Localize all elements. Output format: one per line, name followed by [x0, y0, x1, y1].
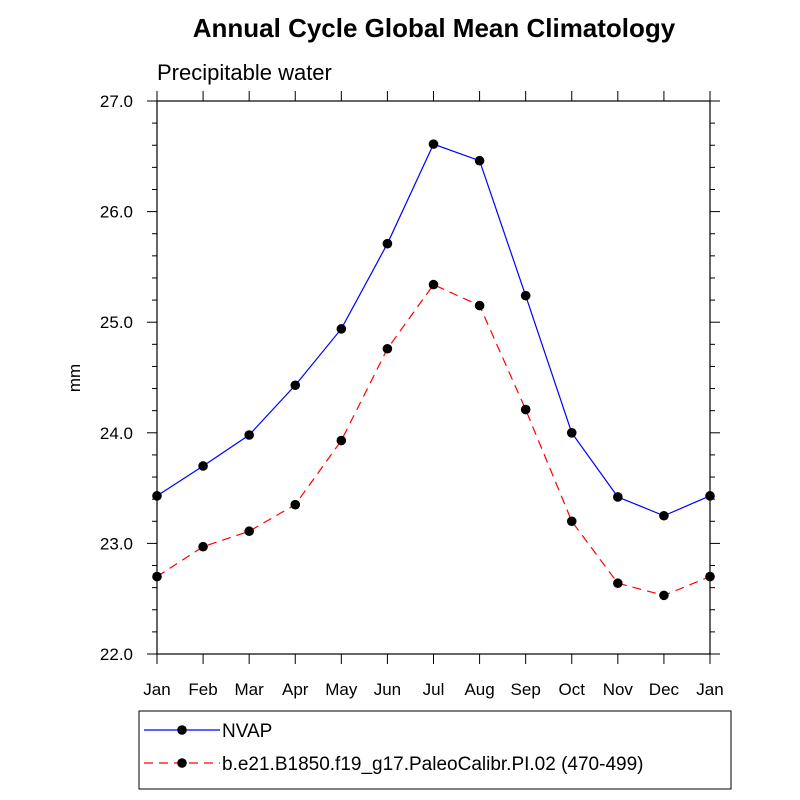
y-tick-label: 26.0 [100, 203, 133, 222]
data-point [290, 380, 301, 391]
chart-subtitle: Precipitable water [157, 60, 332, 85]
x-tick-label: Aug [464, 680, 494, 699]
data-point [198, 541, 208, 552]
data-point [659, 510, 669, 521]
x-tick-label: Jan [143, 680, 170, 699]
data-point [566, 516, 577, 527]
y-tick-label: 27.0 [100, 92, 133, 111]
series-2 [152, 279, 715, 601]
data-point [659, 590, 669, 601]
data-point [198, 461, 208, 471]
data-point [152, 571, 162, 582]
data-point [382, 343, 393, 354]
series-1 [152, 139, 715, 521]
x-tick-label: Dec [649, 680, 680, 699]
data-point [474, 300, 485, 311]
x-tick-label: Sep [511, 680, 541, 699]
x-tick-label: Jun [374, 680, 401, 699]
legend-label: NVAP [222, 721, 272, 742]
data-point [613, 492, 623, 502]
x-tick-label: Jul [423, 680, 445, 699]
series-line [156, 283, 711, 597]
x-tick-label: Feb [188, 680, 217, 699]
x-tick-label: Nov [603, 680, 634, 699]
axis-ticks [147, 91, 720, 664]
data-point [613, 578, 623, 589]
legend-item: NVAP [144, 721, 272, 742]
data-point [705, 491, 715, 501]
y-tick-label: 22.0 [100, 645, 133, 664]
data-point [474, 155, 485, 166]
chart-title: Annual Cycle Global Mean Climatology [193, 13, 676, 43]
tick-labels: Jan Feb Mar Apr May Jun Jul Aug Sep Oct Nov Dec Jan 2… [100, 92, 724, 699]
plot-frame [156, 100, 711, 655]
series-line [156, 143, 711, 517]
legend-marker [177, 725, 187, 735]
data-point [244, 430, 254, 440]
data-point [520, 290, 531, 301]
x-tick-label: Mar [235, 680, 265, 699]
data-point [290, 499, 301, 510]
data-point [336, 435, 347, 446]
data-point [152, 491, 162, 501]
legend-marker [177, 758, 187, 768]
data-point [336, 324, 347, 334]
series-layer [152, 139, 715, 601]
x-tick-label: May [325, 680, 358, 699]
legend-item: b.e21.B1850.f19_g17.PaleoCalibr.PI.02 (4… [144, 754, 643, 775]
data-point [428, 139, 439, 149]
data-point [520, 404, 531, 415]
y-tick-label: 24.0 [100, 424, 133, 443]
data-point [566, 428, 577, 438]
y-axis-label: mm [65, 364, 84, 392]
x-tick-label: Apr [282, 680, 309, 699]
legend-box [138, 710, 732, 790]
data-point [428, 279, 439, 290]
legend-label: b.e21.B1850.f19_g17.PaleoCalibr.PI.02 (4… [222, 754, 643, 775]
data-point [244, 526, 254, 537]
data-point [705, 571, 715, 582]
x-tick-label: Oct [559, 680, 586, 699]
legend: NVAP b.e21.B1850.f19_g17.PaleoCalibr.PI.0… [144, 721, 643, 775]
y-tick-label: 25.0 [100, 313, 133, 332]
y-tick-label: 23.0 [100, 534, 133, 553]
x-tick-label: Jan [696, 680, 723, 699]
data-point [382, 238, 393, 249]
